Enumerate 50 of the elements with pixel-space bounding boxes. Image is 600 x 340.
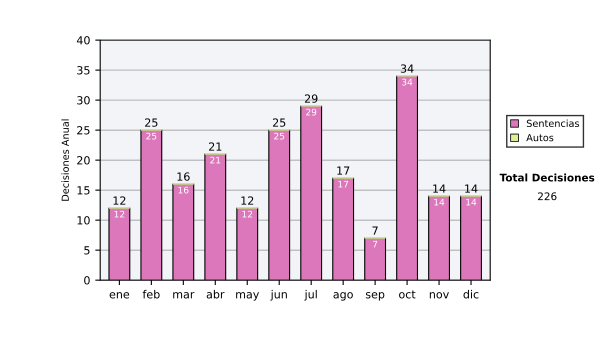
x-tick-label: abr (206, 290, 224, 298)
data-label: 21 (210, 156, 220, 164)
data-label: 17 (338, 180, 348, 188)
total-label: 14 (433, 184, 446, 193)
data-label: 14 (466, 198, 476, 206)
y-tick-label: 25 (77, 126, 90, 135)
legend-label: Autos (526, 134, 554, 142)
total-label: 29 (304, 94, 318, 103)
x-tick-label: ago (333, 292, 353, 301)
total-label: 7 (372, 226, 378, 235)
total-label: 14 (465, 184, 478, 193)
y-tick-label: 30 (77, 96, 90, 105)
total-label: 12 (114, 196, 126, 205)
text: 226 (538, 192, 556, 200)
text: Total Decisiones (500, 173, 594, 182)
total-label: 16 (177, 172, 190, 181)
data-label: 29 (306, 108, 316, 116)
data-label: 12 (114, 210, 124, 218)
y-tick-label: 10 (78, 216, 90, 225)
total-label: 17 (337, 166, 350, 175)
x-tick-label: jun (270, 290, 287, 301)
y-axis-title: Decisiones Anual (61, 119, 69, 201)
x-tick-label: may (236, 292, 260, 301)
x-tick-label: mar (173, 292, 194, 298)
data-label: 25 (146, 132, 156, 140)
legend-label: Sentencias (526, 119, 580, 128)
data-label: 16 (178, 186, 188, 194)
x-tick-label: nov (430, 292, 449, 298)
y-tick-label: 0 (84, 276, 90, 285)
data-label: 34 (402, 78, 412, 86)
data-label: 12 (242, 210, 252, 218)
total-label: 25 (272, 118, 286, 127)
y-tick-label: 15 (78, 186, 90, 195)
y-tick-label: 35 (77, 66, 90, 75)
x-tick-label: ene (110, 292, 130, 298)
x-tick-label: jul (304, 290, 317, 301)
total-label: 21 (209, 142, 222, 151)
x-tick-label: oct (399, 290, 416, 298)
total-label: 12 (241, 196, 254, 205)
x-tick-label: sep (366, 292, 384, 301)
data-label: 25 (274, 132, 284, 140)
total-label: 25 (145, 118, 158, 127)
x-tick-label: dic (464, 290, 478, 298)
y-tick-label: 5 (84, 246, 90, 255)
total-label: 34 (400, 64, 414, 73)
y-tick-label: 20 (77, 156, 90, 165)
x-tick-label: feb (142, 290, 160, 298)
data-label: 7 (372, 240, 378, 248)
y-tick-label: 40 (76, 36, 90, 44)
data-label: 14 (434, 198, 444, 206)
